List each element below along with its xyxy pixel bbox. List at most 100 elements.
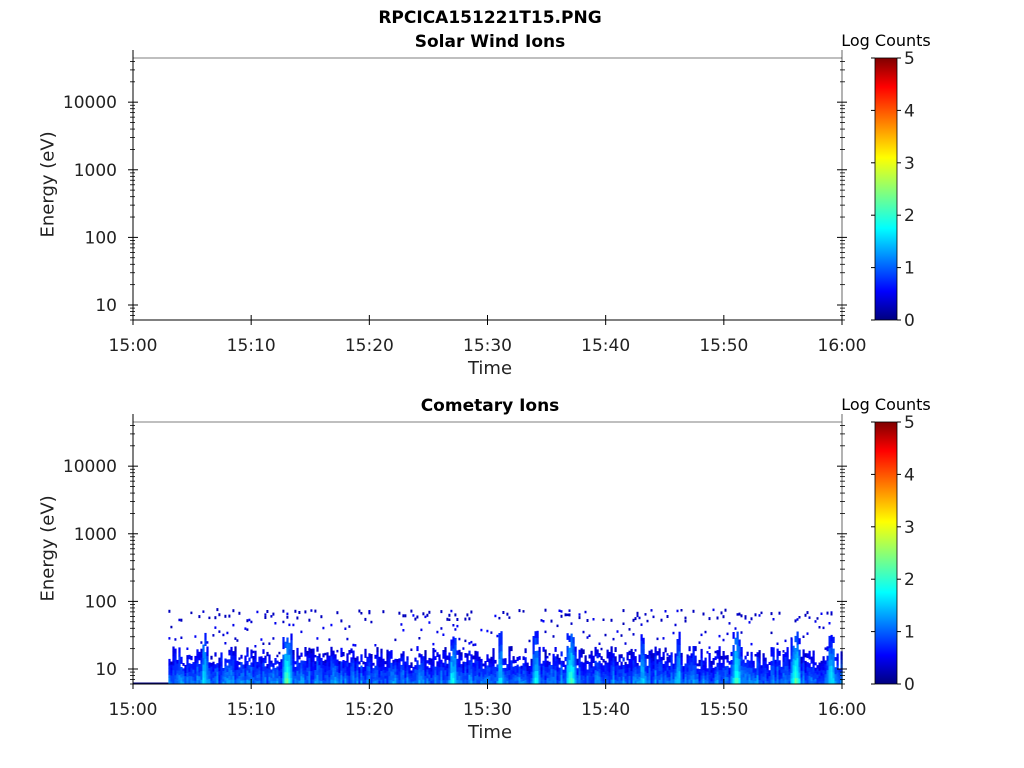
heatmap-cell [460,656,463,661]
heatmap-cell [780,666,783,670]
heatmap-cell [714,670,717,674]
heatmap-cell [300,664,303,669]
heatmap-speckle [738,612,741,616]
heatmap-cell [544,662,547,667]
heatmap-speckle [466,613,469,617]
heatmap-cell [380,666,383,671]
heatmap-cell [704,679,707,685]
heatmap-cell [798,649,801,656]
heatmap-cell [454,657,457,665]
heatmap-cell [758,675,761,680]
heatmap-cell [438,658,441,664]
heatmap-speckle [666,615,669,618]
heatmap-cell [690,657,693,663]
heatmap-cell [614,679,617,685]
heatmap-cell [760,675,763,679]
heatmap-speckle [374,644,377,647]
heatmap-cell [426,669,429,673]
colorbar-tick-label: 3 [904,518,915,538]
heatmap-cell [500,670,503,678]
heatmap-cell [440,673,443,678]
heatmap-cell [754,680,757,685]
heatmap-cell [520,670,523,674]
heatmap-cell [588,676,591,681]
heatmap-cell [572,643,575,650]
heatmap-cell [660,660,663,664]
heatmap-cell [316,665,319,671]
heatmap-cell [232,655,235,660]
heatmap-cell [618,658,621,663]
heatmap-cell [738,677,741,685]
heatmap-cell [820,672,823,676]
heatmap-cell [684,666,687,671]
heatmap-cell [350,657,353,663]
heatmap-cell [502,668,505,672]
heatmap-cell [382,665,385,670]
heatmap-cell [534,631,537,639]
heatmap-speckle [770,612,773,616]
heatmap-cell [670,672,673,677]
heatmap-cell [288,678,291,685]
heatmap-cell [304,679,307,685]
heatmap-cell [584,666,587,670]
heatmap-cell [760,673,763,677]
heatmap-cell [532,678,535,685]
heatmap-cell [306,663,309,668]
colorbar-tick-label: 0 [904,675,915,695]
heatmap-speckle [370,620,373,624]
heatmap-cell [840,663,843,668]
heatmap-cell [374,654,377,659]
heatmap-cell [806,679,809,685]
heatmap-cell [492,657,495,662]
heatmap-cell [290,646,293,653]
heatmap-speckle [286,615,289,619]
heatmap-cell [346,670,349,676]
heatmap-cell [454,677,457,685]
heatmap-cell [814,662,817,666]
heatmap-cell [694,679,697,685]
heatmap-cell [738,652,741,659]
heatmap-speckle [308,618,311,622]
heatmap-cell [296,679,299,685]
heatmap-cell [636,670,639,674]
heatmap-cell [796,644,799,652]
heatmap-cell [640,640,643,647]
heatmap-cell [368,653,371,658]
heatmap-cell [478,676,481,681]
heatmap-cell [168,668,171,672]
heatmap-cell [688,665,691,671]
heatmap-cell [626,668,629,673]
heatmap-cell [278,681,281,685]
heatmap-cell [224,662,227,666]
heatmap-cell [172,674,175,680]
heatmap-cell [546,660,549,664]
heatmap-cell [634,666,637,671]
heatmap-cell [660,680,663,685]
heatmap-speckle [360,612,363,615]
heatmap-cell [546,669,549,673]
heatmap-cell [770,679,773,685]
heatmap-speckle [414,617,417,621]
heatmap-cell [646,665,649,670]
heatmap-cell [700,666,703,672]
heatmap-speckle [496,634,499,638]
heatmap-cell [348,671,351,676]
heatmap-cell [674,680,677,685]
heatmap-cell [398,679,401,685]
heatmap-cell [814,670,817,674]
heatmap-cell [202,677,205,685]
heatmap-cell [274,677,277,681]
heatmap-cell [620,661,623,666]
heatmap-cell [578,662,581,668]
heatmap-cell [632,660,635,665]
heatmap-cell [574,665,577,671]
heatmap-cell [782,672,785,677]
heatmap-cell [826,660,829,666]
heatmap-cell [176,663,179,668]
heatmap-cell [740,674,743,680]
heatmap-speckle [782,650,785,653]
heatmap-cell [478,660,481,665]
heatmap-speckle [224,642,227,645]
heatmap-cell [632,656,635,661]
heatmap-cell [762,664,765,669]
